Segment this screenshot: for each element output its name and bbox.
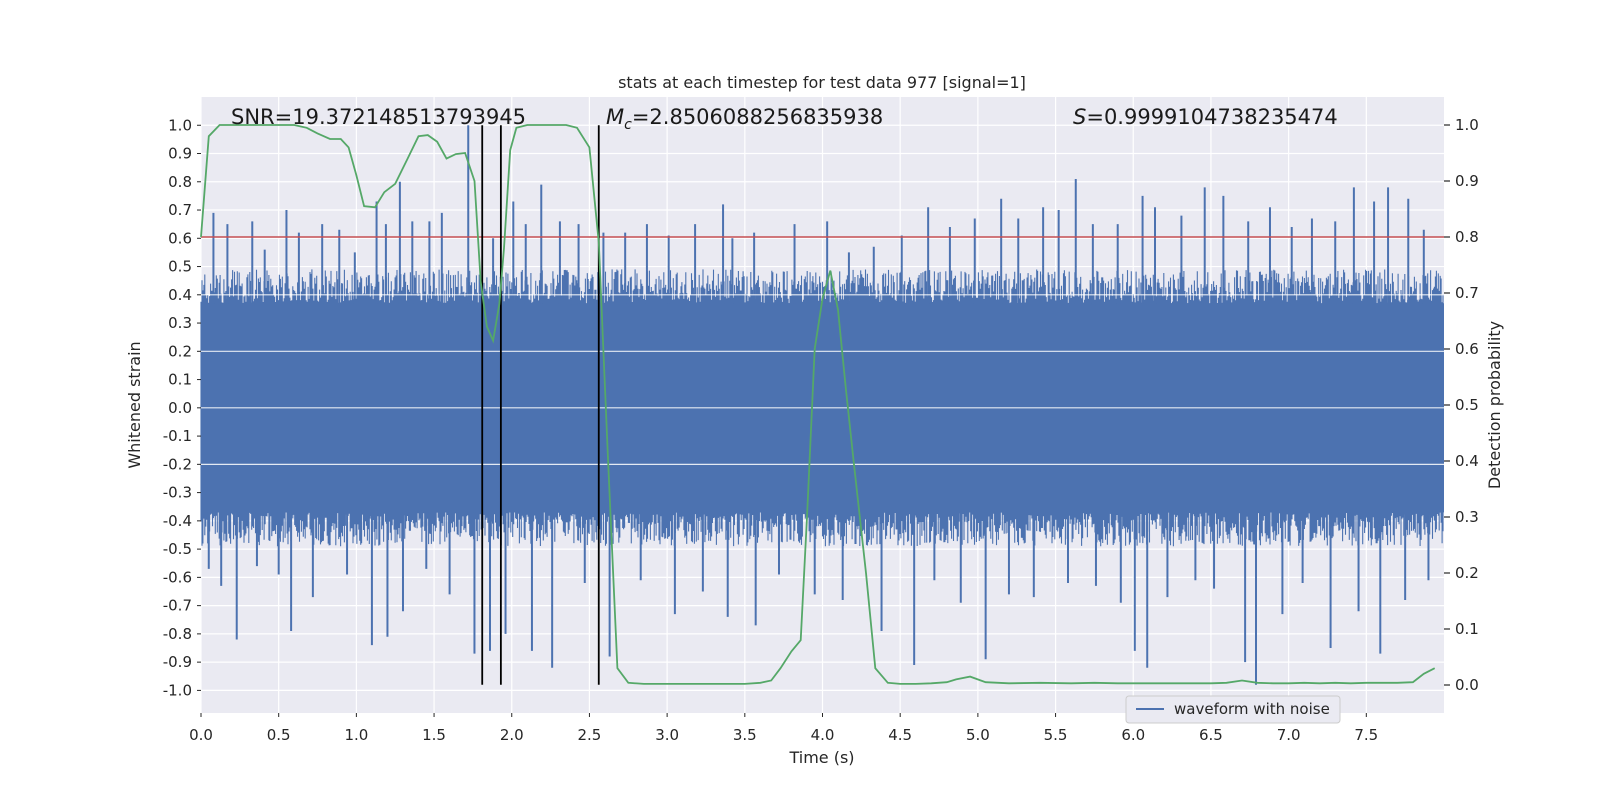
y2-tick-label: 0.2 <box>1455 564 1479 582</box>
chirp-mass-symbol: M <box>606 105 624 129</box>
y-tick-label: -0.6 <box>163 568 192 586</box>
y2-axis-label: Detection probability <box>1485 321 1504 489</box>
y-axis-label: Whitened strain <box>125 341 144 468</box>
y-tick-label: 0.2 <box>168 342 192 360</box>
x-tick-label: 4.0 <box>811 726 835 744</box>
x-tick-label: 1.0 <box>344 726 368 744</box>
x-tick-label: 2.0 <box>500 726 524 744</box>
snr-annotation: SNR=19.372148513793945 <box>231 105 526 129</box>
y-tick-label: -0.1 <box>163 427 192 445</box>
detection-probability-line <box>200 124 1436 685</box>
y2-tick-label: 0.3 <box>1455 508 1479 526</box>
chart-title: stats at each timestep for test data 977… <box>618 73 1026 92</box>
y-tick-label: -1.0 <box>163 681 192 699</box>
x-tick-label: 0.5 <box>267 726 291 744</box>
x-tick-label: 3.5 <box>733 726 757 744</box>
y-tick-label: 0.8 <box>168 173 192 191</box>
y2-tick-label: 0.0 <box>1455 676 1479 694</box>
x-axis-label: Time (s) <box>788 748 854 767</box>
y-tick-label: 0.9 <box>168 145 192 163</box>
y2-tick-label: 0.4 <box>1455 452 1479 470</box>
y-tick-label: 0.5 <box>168 258 192 276</box>
y-tick-label: 0.0 <box>168 399 192 417</box>
y2-tick-label: 0.6 <box>1455 340 1479 358</box>
x-tick-label: 7.5 <box>1354 726 1378 744</box>
y2-tick-label: 0.7 <box>1455 284 1479 302</box>
y-tick-label: -0.2 <box>163 455 192 473</box>
y2-tick-label: 0.8 <box>1455 228 1479 246</box>
y-tick-label: -0.4 <box>163 512 192 530</box>
y2-tick-label: 0.1 <box>1455 620 1479 638</box>
chirp-mass-value: =2.8506088256835938 <box>632 105 883 129</box>
x-tick-label: 6.5 <box>1199 726 1223 744</box>
s-symbol: S <box>1073 105 1086 129</box>
x-tick-label: 3.0 <box>655 726 679 744</box>
legend: waveform with noise <box>1125 695 1341 724</box>
legend-label: waveform with noise <box>1174 700 1330 718</box>
y-tick-label: 1.0 <box>168 116 192 134</box>
y-tick-label: -0.5 <box>163 540 192 558</box>
y-tick-label: 0.6 <box>168 229 192 247</box>
x-tick-label: 5.5 <box>1044 726 1068 744</box>
x-tick-label: 1.5 <box>422 726 446 744</box>
x-axis-ticks: 0.0 0.5 1.0 1.5 2.0 2.5 3.0 3.5 4.0 4.5 5.0 5.5 6.0 6… <box>189 713 1378 744</box>
y2-tick-label: 1.0 <box>1455 116 1479 134</box>
y-tick-label: 0.1 <box>168 371 192 389</box>
x-tick-label: 0.0 <box>189 726 213 744</box>
y2-tick-label: 0.5 <box>1455 396 1479 414</box>
s-annotation: S=0.9999104738235474 <box>1073 105 1338 129</box>
overlays <box>200 124 1444 685</box>
y-tick-label: -0.8 <box>163 625 192 643</box>
y-tick-label: -0.7 <box>163 597 192 615</box>
s-value: =0.9999104738235474 <box>1086 105 1337 129</box>
x-tick-label: 4.5 <box>888 726 912 744</box>
y-tick-label: -0.3 <box>163 484 192 502</box>
x-tick-label: 7.0 <box>1277 726 1301 744</box>
x-tick-label: 2.5 <box>578 726 602 744</box>
y-tick-label: 0.7 <box>168 201 192 219</box>
y-axis-ticks: 1.0 0.9 0.8 0.7 0.6 0.5 0.4 0.3 0.2 0.1 0.0 -0.1 -0.… <box>163 116 201 699</box>
y2-tick-label: 0.9 <box>1455 172 1479 190</box>
x-tick-label: 5.0 <box>966 726 990 744</box>
legend-box <box>1125 695 1341 724</box>
chirp-mass-subscript: c <box>624 117 632 133</box>
y-tick-label: 0.4 <box>168 286 192 304</box>
chirp-mass-annotation: Mc=2.8506088256835938 <box>606 105 883 133</box>
x-tick-label: 6.0 <box>1121 726 1145 744</box>
y-tick-label: 0.3 <box>168 314 192 332</box>
y-tick-label: -0.9 <box>163 653 192 671</box>
y2-axis-ticks: 1.0 0.9 0.8 0.7 0.6 0.5 0.4 0.3 0.2 0.1 0.0 <box>1444 116 1479 694</box>
